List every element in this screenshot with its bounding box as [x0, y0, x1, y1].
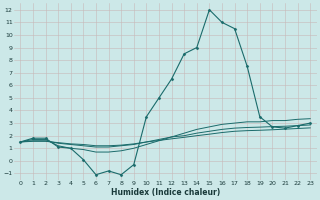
X-axis label: Humidex (Indice chaleur): Humidex (Indice chaleur)	[111, 188, 220, 197]
